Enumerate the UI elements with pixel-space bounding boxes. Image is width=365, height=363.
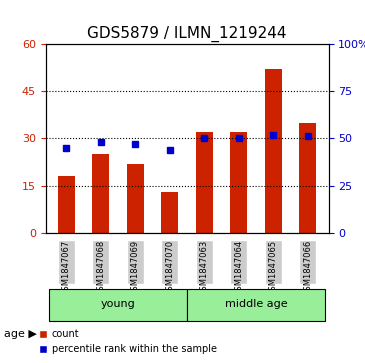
Text: GSM1847065: GSM1847065: [269, 240, 278, 296]
FancyBboxPatch shape: [299, 240, 316, 284]
Bar: [299, 123, 316, 233]
Bar: [58, 176, 75, 233]
FancyBboxPatch shape: [161, 240, 178, 284]
FancyBboxPatch shape: [196, 240, 213, 284]
FancyBboxPatch shape: [58, 240, 75, 284]
Text: GSM1847063: GSM1847063: [200, 240, 209, 296]
Text: GSM1847064: GSM1847064: [234, 240, 243, 296]
FancyBboxPatch shape: [92, 240, 110, 284]
Text: GSM1847066: GSM1847066: [303, 240, 312, 296]
Bar: [230, 132, 247, 233]
Text: middle age: middle age: [225, 299, 287, 309]
Text: GSM1847069: GSM1847069: [131, 240, 140, 296]
Text: young: young: [101, 299, 135, 309]
Text: GSM1847068: GSM1847068: [96, 240, 105, 296]
FancyBboxPatch shape: [127, 240, 144, 284]
Bar: [92, 154, 110, 233]
FancyBboxPatch shape: [49, 289, 187, 321]
Bar: [196, 132, 213, 233]
Legend: count, percentile rank within the sample: count, percentile rank within the sample: [34, 326, 220, 358]
Text: GSM1847070: GSM1847070: [165, 240, 174, 296]
Bar: [127, 164, 144, 233]
Bar: [161, 192, 178, 233]
FancyBboxPatch shape: [187, 289, 325, 321]
FancyBboxPatch shape: [230, 240, 247, 284]
Bar: [265, 69, 282, 233]
Text: GSM1847067: GSM1847067: [62, 240, 71, 296]
FancyBboxPatch shape: [265, 240, 282, 284]
Title: GDS5879 / ILMN_1219244: GDS5879 / ILMN_1219244: [87, 26, 287, 42]
Text: age ▶: age ▶: [4, 329, 36, 339]
